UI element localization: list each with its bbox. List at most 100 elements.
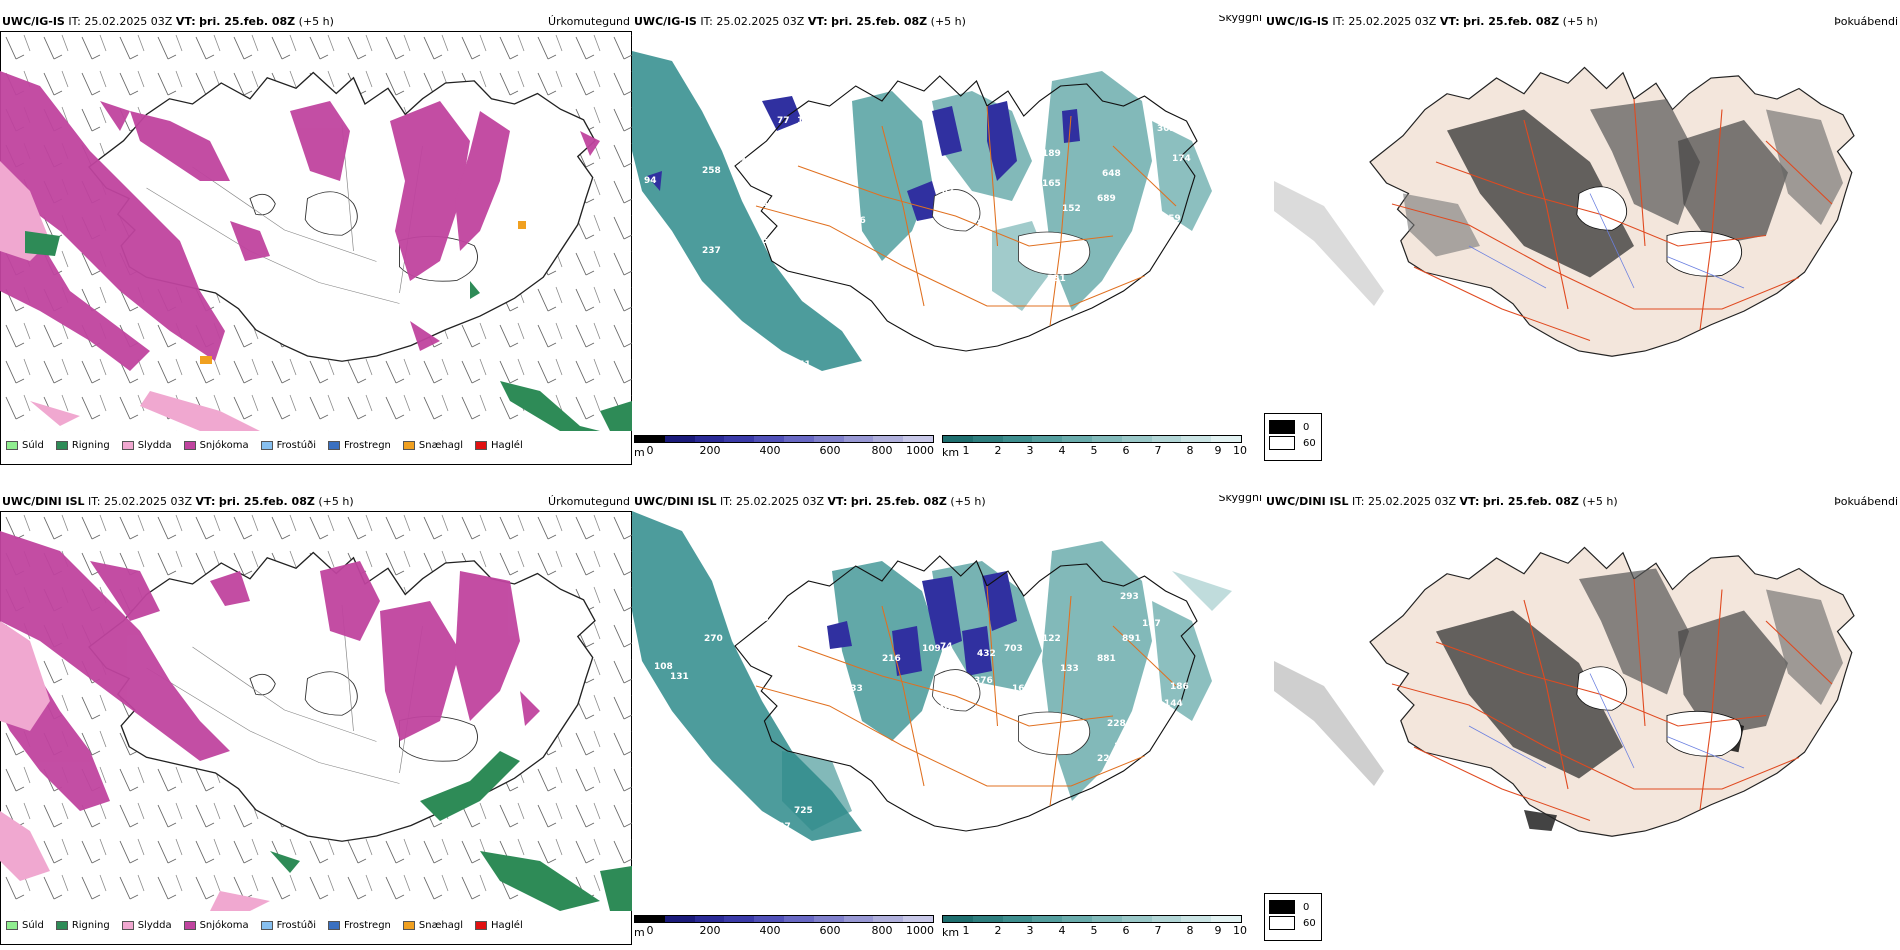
panel-header: UWC/IG-IS IT: 25.02.2025 03Z VT: þri. 25… [634, 15, 966, 28]
snow-areas [0, 531, 540, 811]
station-label: 152 [1062, 204, 1081, 214]
station-label: 228 [1107, 719, 1126, 729]
it-label: IT: [68, 15, 81, 28]
lead-time: (+5 h) [930, 15, 966, 28]
panel-title: Þokuábendi [1834, 495, 1898, 508]
panel-header: UWC/IG-IS IT: 25.02.2025 03Z VT: þri. 25… [1266, 15, 1598, 28]
model-name: UWC/IG-IS [1266, 15, 1329, 28]
lead-time: (+5 h) [318, 495, 354, 508]
lead-time: (+5 h) [1582, 495, 1618, 508]
model-name: UWC/DINI ISL [2, 495, 85, 508]
station-label: 382 [780, 622, 799, 632]
precip-map[interactable] [0, 31, 632, 431]
fog-panel-row2: UWC/DINI ISL IT: 25.02.2025 03Z VT: þri.… [1264, 495, 1900, 945]
fog-legend: 0 60 [1264, 413, 1322, 461]
precip-map[interactable] [0, 511, 632, 911]
legend-item-haglel: Haglél [475, 440, 523, 451]
station-label: 309 [727, 156, 746, 166]
station-label: 326 [794, 662, 813, 672]
legend-item-slydda: Slydda [121, 440, 172, 451]
vt-label: VT: [827, 495, 848, 508]
fog-map[interactable] [1264, 31, 1900, 431]
it-label: IT: [720, 495, 733, 508]
station-label: 394 [812, 684, 831, 694]
colorbar-unit: km [942, 446, 960, 459]
station-label: 251 [792, 360, 811, 370]
station-label: 174 [1172, 154, 1191, 164]
lead-time: (+5 h) [298, 15, 334, 28]
legend-item-slydda: Slydda [121, 920, 172, 931]
legend-swatch [183, 921, 196, 930]
visibility-map[interactable]: 94 258 309 905 324 261 237 565 526 77 12… [632, 31, 1264, 431]
legend-swatch [402, 441, 415, 450]
station-labels-row2: 108 131 270 353 382 583 326 394 433 216 … [654, 592, 1189, 832]
legend-item-rigning: Rigning [55, 440, 110, 451]
legend-swatch [328, 441, 340, 450]
colorbar-ticks: 1 2 3 4 5 6 7 8 9 10 [962, 444, 1248, 457]
rain-areas [270, 751, 632, 911]
legend-item-sudl: Súld [6, 440, 44, 451]
legend-swatch [183, 441, 196, 450]
legend-item-sudl: Súld [6, 920, 44, 931]
model-name: UWC/DINI ISL [634, 495, 717, 508]
station-labels-row1: 94 258 309 905 324 261 237 565 526 77 12… [644, 116, 1191, 370]
colorbar-strip [634, 915, 934, 923]
it-label: IT: [1332, 15, 1345, 28]
vt-label: VT: [1459, 495, 1480, 508]
panel-title: Skyggni [1218, 15, 1262, 24]
station-label: 171 [977, 219, 996, 229]
vis-teal-areas [632, 511, 1232, 841]
station-label: 189 [1042, 149, 1061, 159]
legend-swatch [260, 441, 273, 450]
station-label: 122 [1042, 634, 1061, 644]
station-label: 7 [842, 289, 848, 299]
valid-time: þri. 25.feb. 08Z [831, 15, 928, 28]
colorbar-unit: km [942, 926, 960, 939]
visibility-panel-row2: UWC/DINI ISL IT: 25.02.2025 03Z VT: þri.… [632, 495, 1264, 945]
colorbar-unit: m [634, 446, 645, 459]
visibility-km-colorbar: km 1 2 3 4 5 6 7 8 9 10 [942, 915, 1248, 939]
valid-time: þri. 25.feb. 08Z [1482, 495, 1579, 508]
colorbar-strip [634, 435, 934, 443]
model-name: UWC/IG-IS [634, 15, 697, 28]
colorbar-ticks: 1 2 3 4 5 6 7 8 9 10 [962, 924, 1248, 937]
visibility-map[interactable]: 108 131 270 353 382 583 326 394 433 216 … [632, 511, 1264, 911]
rain-areas [25, 231, 632, 431]
vis-blue-areas [827, 571, 1017, 676]
snow-areas [0, 71, 600, 371]
visibility-m-colorbar: m 0 200 400 600 800 1000 [634, 915, 934, 939]
init-time: 25.02.2025 03Z [736, 495, 825, 508]
precip-panel-row2: UWC/DINI ISL IT: 25.02.2025 03Z VT: þri.… [0, 495, 632, 945]
model-name: UWC/IG-IS [2, 15, 65, 28]
station-label: 891 [1122, 634, 1141, 644]
station-label: 270 [704, 634, 723, 644]
visibility-panel-row1: UWC/IG-IS IT: 25.02.2025 03Z VT: þri. 25… [632, 15, 1264, 465]
legend-swatch [260, 921, 273, 930]
panel-header: UWC/DINI ISL IT: 25.02.2025 03Z VT: þri.… [1266, 495, 1618, 508]
colorbar-strip [942, 435, 1242, 443]
init-time: 25.02.2025 03Z [716, 15, 805, 28]
station-label: 432 [977, 649, 996, 659]
init-time: 25.02.2025 03Z [104, 495, 193, 508]
station-label: 137 [772, 822, 791, 832]
station-label: 59 [782, 146, 795, 156]
legend-swatch [402, 921, 415, 930]
station-label: 187 [1142, 619, 1161, 629]
station-label: 109 [922, 644, 941, 654]
panel-title: Skyggni [1218, 495, 1262, 504]
panel-title: Þokuábendi [1834, 15, 1898, 28]
fog-panel-row1: UWC/IG-IS IT: 25.02.2025 03Z VT: þri. 25… [1264, 15, 1900, 465]
station-label: 583 [804, 632, 823, 642]
fog-map[interactable] [1264, 511, 1900, 911]
station-label: 125 [797, 116, 816, 126]
station-label: 376 [974, 676, 993, 686]
lead-time: (+5 h) [950, 495, 986, 508]
station-label: 302 [1157, 124, 1176, 134]
station-label: 167 [1012, 684, 1031, 694]
station-label: 583 [850, 736, 869, 746]
station-label: 689 [1097, 194, 1116, 204]
fog-legend-item: 60 [1269, 916, 1317, 930]
panel-title: Úrkomutegund [548, 495, 630, 508]
panel-title: Úrkomutegund [548, 15, 630, 28]
legend-item-snjokoma: Snjókoma [183, 440, 249, 451]
